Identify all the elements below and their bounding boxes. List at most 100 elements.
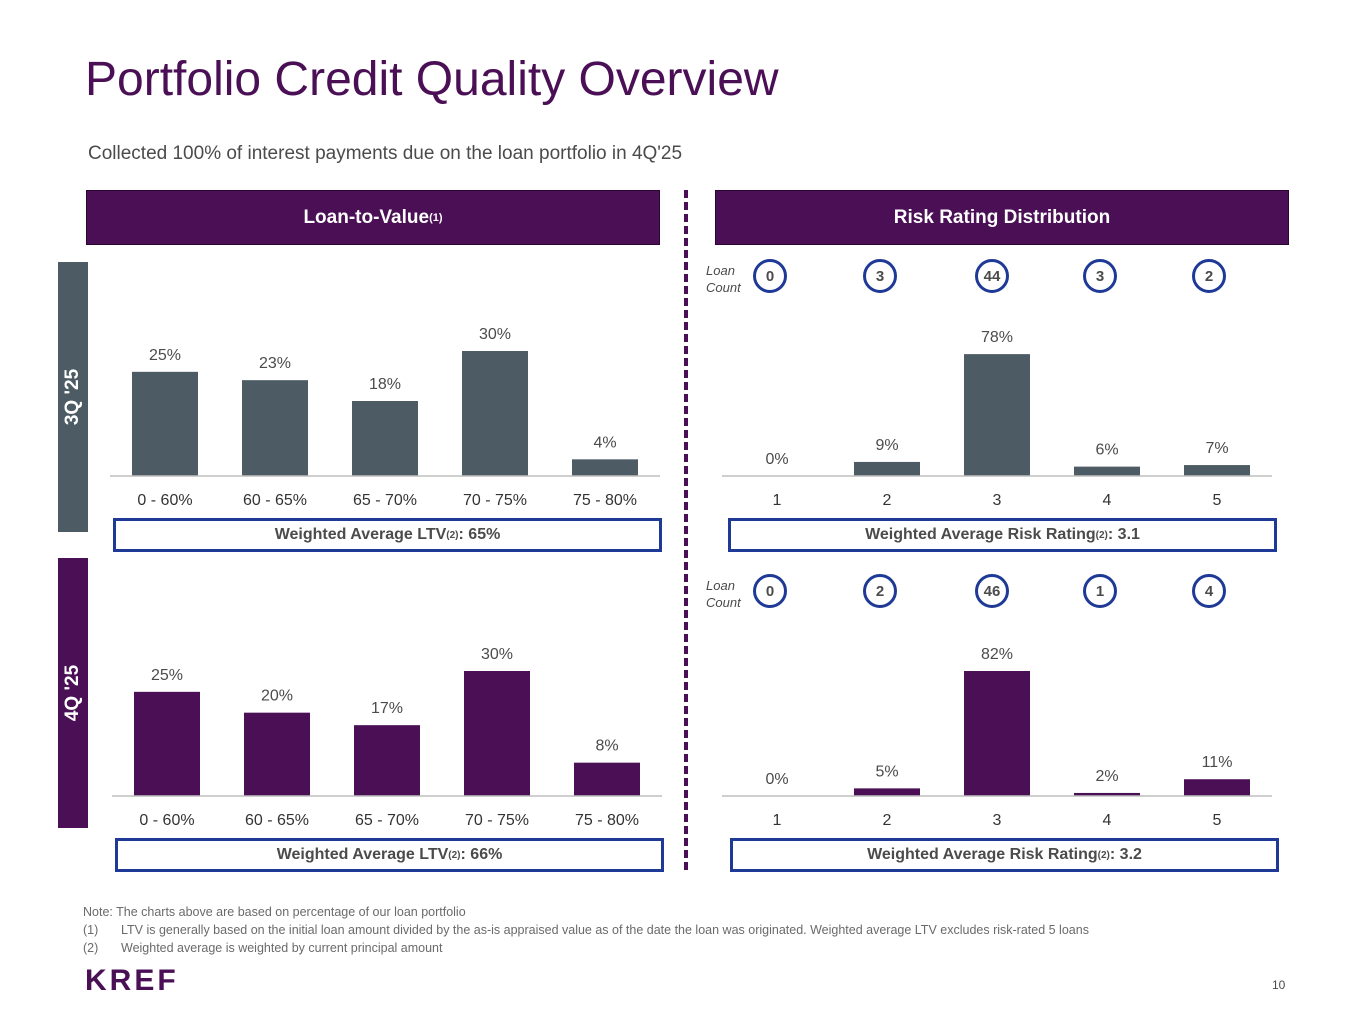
category-label: 65 - 70% bbox=[355, 812, 419, 829]
footnote-note: Note: The charts above are based on perc… bbox=[83, 905, 466, 919]
weighted-risk-q3-pre: Weighted Average Risk Rating bbox=[865, 526, 1096, 543]
weighted-ltv-q4-sup: (2) bbox=[448, 849, 461, 861]
chart-ltv-q3-svg: 25% 0 - 60% 23% 60 - 65% 18% 65 - 70% 30% 70 - … bbox=[110, 326, 660, 509]
category-label: 3 bbox=[993, 812, 1002, 829]
data-label: 5% bbox=[875, 763, 898, 780]
loan-count-label-line2: Count bbox=[706, 280, 741, 295]
bar-risk_q3-2 bbox=[964, 354, 1030, 476]
chart-risk-q4-svg: 0% 1 5% 2 82% 3 2% 4 11% 5 bbox=[722, 646, 1272, 829]
data-label: 4% bbox=[593, 434, 616, 451]
period-label-q4-text: 4Q '25 bbox=[62, 664, 83, 722]
loan-count-circle: 4 bbox=[1192, 574, 1226, 608]
data-label: 8% bbox=[595, 738, 618, 755]
risk-header: Risk Rating Distribution bbox=[715, 190, 1289, 245]
category-label: 60 - 65% bbox=[243, 492, 307, 509]
bar-ltv_q3-3 bbox=[462, 351, 528, 476]
loan-count-circle: 1 bbox=[1083, 574, 1117, 608]
weighted-ltv-q3-pre: Weighted Average LTV bbox=[274, 526, 447, 543]
data-label: 23% bbox=[259, 355, 291, 372]
loan-count-circle: 2 bbox=[863, 574, 897, 608]
weighted-ltv-q4: Weighted Average LTV (2): 66% bbox=[115, 838, 664, 872]
data-label: 20% bbox=[261, 688, 293, 705]
category-label: 65 - 70% bbox=[353, 492, 417, 509]
period-label-q4: 4Q '25 bbox=[58, 558, 88, 828]
data-label: 0% bbox=[765, 771, 788, 788]
loan-count-circle: 46 bbox=[975, 574, 1009, 608]
loan-count-circle: 3 bbox=[863, 259, 897, 293]
bar-ltv_q4-2 bbox=[354, 725, 420, 796]
footnote-2-key: (2) bbox=[83, 941, 99, 955]
page-subtitle: Collected 100% of interest payments due … bbox=[88, 143, 683, 164]
data-label: 9% bbox=[875, 437, 898, 454]
data-label: 11% bbox=[1202, 754, 1233, 771]
loan-count-circle: 3 bbox=[1083, 259, 1117, 293]
loan-count-label-q4: Loan Count bbox=[706, 577, 741, 611]
weighted-risk-q4-sup: (2) bbox=[1097, 849, 1110, 861]
weighted-ltv-q3-sup: (2) bbox=[446, 529, 459, 541]
bar-ltv_q4-0 bbox=[134, 691, 200, 796]
category-label: 2 bbox=[883, 812, 892, 829]
period-label-q3: 3Q '25 bbox=[58, 262, 88, 532]
bar-risk_q3-1 bbox=[854, 461, 920, 476]
data-label: 18% bbox=[369, 376, 401, 393]
chart-ltv-q4: 25% 0 - 60% 20% 60 - 65% 17% 65 - 70% 30% 70 - … bbox=[112, 620, 662, 835]
footnotes: Note: The charts above are based on perc… bbox=[83, 903, 1089, 957]
bar-risk_q3-3 bbox=[1074, 466, 1140, 476]
loan-count-label-line1: Loan bbox=[706, 578, 735, 593]
footnote-1-text: LTV is generally based on the initial lo… bbox=[121, 923, 1089, 937]
data-label: 6% bbox=[1095, 442, 1118, 459]
data-label: 30% bbox=[479, 326, 511, 343]
section-divider bbox=[684, 190, 688, 870]
bar-risk_q4-1 bbox=[854, 788, 920, 796]
weighted-ltv-q3-post: : 65% bbox=[458, 526, 501, 543]
footnote-2: (2) Weighted average is weighted by curr… bbox=[83, 939, 1089, 957]
category-label: 3 bbox=[993, 492, 1002, 509]
chart-risk-q3: 0% 1 9% 2 78% 3 6% 4 7% 5 bbox=[722, 300, 1272, 515]
data-label: 17% bbox=[371, 700, 403, 717]
loan-count-label-line2: Count bbox=[706, 595, 741, 610]
bar-ltv_q3-1 bbox=[242, 380, 308, 476]
data-label: 7% bbox=[1205, 440, 1228, 457]
category-label: 75 - 80% bbox=[573, 492, 637, 509]
loan-count-circle: 0 bbox=[753, 259, 787, 293]
bar-risk_q3-4 bbox=[1184, 465, 1250, 476]
bar-ltv_q4-1 bbox=[244, 712, 310, 796]
loan-count-circle: 44 bbox=[975, 259, 1009, 293]
weighted-risk-q3-post: : 3.1 bbox=[1107, 526, 1140, 543]
category-label: 1 bbox=[773, 492, 782, 509]
loan-count-label-q3: Loan Count bbox=[706, 262, 741, 296]
category-label: 4 bbox=[1103, 492, 1112, 509]
bar-risk_q4-3 bbox=[1074, 792, 1140, 796]
footnote-1: (1) LTV is generally based on the initia… bbox=[83, 921, 1089, 939]
category-label: 4 bbox=[1103, 812, 1112, 829]
data-label: 82% bbox=[981, 646, 1013, 663]
data-label: 30% bbox=[481, 646, 513, 663]
chart-risk-q4: 0% 1 5% 2 82% 3 2% 4 11% 5 bbox=[722, 620, 1272, 835]
ltv-header-footnote: (1) bbox=[429, 211, 443, 224]
weighted-ltv-q4-post: : 66% bbox=[460, 846, 503, 863]
bar-ltv_q3-2 bbox=[352, 401, 418, 476]
category-label: 1 bbox=[773, 812, 782, 829]
weighted-ltv-q4-pre: Weighted Average LTV bbox=[276, 846, 449, 863]
loan-count-circle: 0 bbox=[753, 574, 787, 608]
chart-risk-q3-svg: 0% 1 9% 2 78% 3 6% 4 7% 5 bbox=[722, 329, 1272, 509]
category-label: 75 - 80% bbox=[575, 812, 639, 829]
kref-logo: KREF bbox=[85, 964, 179, 997]
weighted-risk-q3-sup: (2) bbox=[1095, 529, 1108, 541]
weighted-risk-q3: Weighted Average Risk Rating (2): 3.1 bbox=[728, 518, 1277, 552]
weighted-ltv-q3: Weighted Average LTV (2): 65% bbox=[113, 518, 662, 552]
period-label-q3-text: 3Q '25 bbox=[62, 368, 83, 426]
category-label: 70 - 75% bbox=[465, 812, 529, 829]
data-label: 25% bbox=[151, 667, 183, 684]
bar-ltv_q4-4 bbox=[574, 762, 640, 796]
weighted-risk-q4-post: : 3.2 bbox=[1109, 846, 1142, 863]
category-label: 70 - 75% bbox=[463, 492, 527, 509]
ltv-header: Loan-to-Value (1) bbox=[86, 190, 660, 245]
data-label: 0% bbox=[765, 451, 788, 468]
loan-count-label-line1: Loan bbox=[706, 263, 735, 278]
risk-header-text: Risk Rating Distribution bbox=[893, 206, 1111, 228]
category-label: 0 - 60% bbox=[137, 492, 192, 509]
data-label: 2% bbox=[1095, 768, 1118, 785]
footnote-1-key: (1) bbox=[83, 923, 99, 937]
weighted-risk-q4: Weighted Average Risk Rating (2): 3.2 bbox=[730, 838, 1279, 872]
